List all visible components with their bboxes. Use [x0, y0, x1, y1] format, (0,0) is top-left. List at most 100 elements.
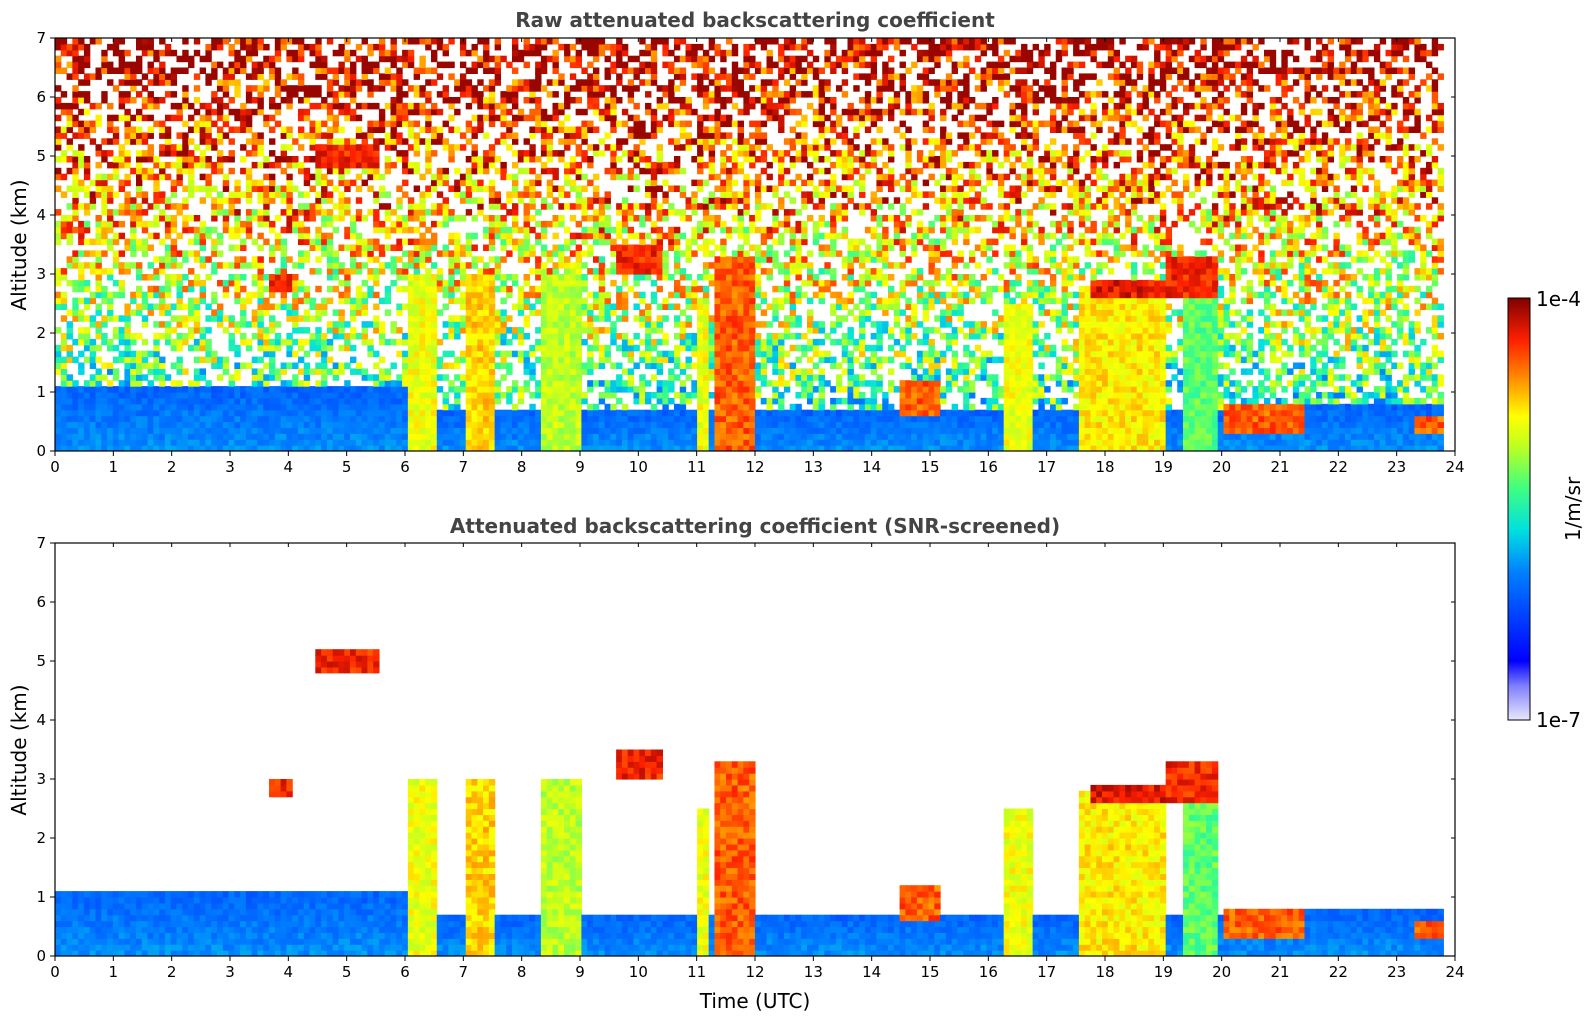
heatmap-cell — [581, 309, 588, 316]
heatmap-cell — [344, 392, 351, 399]
heatmap-cell — [390, 338, 397, 346]
heatmap-cell — [448, 126, 455, 133]
heatmap-cell — [188, 268, 195, 275]
heatmap-cell — [205, 439, 212, 446]
heatmap-cell — [483, 321, 490, 328]
heatmap-cell — [60, 386, 68, 393]
heatmap-cell — [159, 67, 166, 74]
heatmap-cell — [488, 403, 496, 411]
heatmap-cell — [691, 232, 698, 240]
heatmap-cell — [141, 415, 149, 423]
heatmap-cell — [425, 279, 432, 287]
heatmap-cell — [153, 179, 160, 187]
heatmap-cell — [598, 274, 606, 281]
heatmap-cell — [66, 185, 73, 192]
heatmap-cell — [564, 274, 571, 281]
heatmap-cell — [483, 327, 490, 334]
heatmap-cell — [193, 403, 201, 411]
heatmap-cell — [66, 279, 73, 287]
heatmap-cell — [205, 79, 212, 86]
heatmap-cell — [297, 167, 305, 175]
heatmap-cell — [263, 338, 270, 346]
heatmap-cell — [118, 403, 126, 411]
heatmap-cell — [234, 108, 241, 116]
heatmap-cell — [639, 415, 646, 423]
heatmap-cell — [558, 315, 565, 322]
heatmap-cell — [564, 238, 571, 246]
heatmap-cell — [153, 350, 160, 358]
heatmap-cell — [436, 274, 444, 281]
heatmap-cell — [326, 85, 334, 92]
heatmap-cell — [245, 215, 253, 222]
heatmap-cell — [222, 38, 230, 45]
heatmap-cell — [78, 126, 85, 133]
heatmap-cell — [673, 108, 681, 116]
heatmap-cell — [402, 250, 409, 257]
heatmap-cell — [257, 409, 264, 417]
heatmap-cell — [338, 344, 345, 352]
heatmap-cell — [592, 315, 600, 322]
heatmap-cell — [587, 120, 594, 128]
heatmap-cell — [367, 91, 374, 98]
heatmap-cell — [274, 232, 282, 240]
heatmap-cell — [332, 274, 340, 281]
heatmap-cell — [135, 333, 143, 340]
heatmap-cell — [332, 185, 340, 192]
heatmap-cell — [494, 392, 502, 399]
heatmap-cell — [72, 250, 79, 257]
heatmap-cell — [517, 167, 525, 175]
heatmap-cell — [384, 433, 392, 440]
heatmap-cell — [407, 403, 415, 411]
heatmap-cell — [477, 333, 484, 340]
heatmap-cell — [673, 285, 681, 293]
heatmap-cell — [211, 362, 218, 369]
heatmap-cell — [673, 238, 681, 246]
heatmap-cell — [546, 179, 554, 187]
heatmap-cell — [587, 197, 594, 204]
heatmap-cell — [419, 315, 426, 322]
heatmap-cell — [610, 380, 617, 387]
heatmap-cell — [367, 321, 374, 328]
heatmap-cell — [245, 262, 253, 269]
heatmap-cell — [477, 445, 484, 451]
heatmap-cell — [616, 256, 623, 263]
heatmap-cell — [95, 321, 102, 328]
heatmap-cell — [344, 179, 351, 187]
heatmap-cell — [280, 79, 287, 86]
heatmap-cell — [558, 333, 565, 340]
heatmap-cell — [147, 220, 154, 228]
heatmap-cell — [691, 55, 698, 63]
heatmap-cell — [378, 262, 386, 269]
heatmap-cell — [668, 427, 675, 434]
heatmap-cell — [95, 285, 102, 293]
heatmap-cell — [164, 232, 172, 240]
heatmap-cell — [396, 380, 403, 387]
heatmap-cell — [679, 209, 687, 216]
heatmap-cell — [344, 362, 351, 369]
heatmap-cell — [569, 445, 577, 451]
heatmap-cell — [419, 397, 426, 405]
heatmap-cell — [297, 368, 305, 375]
heatmap-cell — [645, 392, 652, 399]
heatmap-cell — [679, 185, 687, 192]
heatmap-cell — [616, 439, 623, 446]
heatmap-cell — [673, 244, 681, 251]
heatmap-cell — [95, 220, 102, 228]
heatmap-cell — [176, 321, 183, 328]
heatmap-cell — [592, 108, 600, 116]
heatmap-cell — [101, 433, 108, 440]
heatmap-cell — [147, 421, 154, 428]
heatmap-cell — [130, 338, 137, 346]
heatmap-cell — [448, 144, 455, 151]
heatmap-area — [55, 38, 1444, 451]
heatmap-cell — [205, 102, 212, 110]
heatmap-cell — [656, 126, 663, 133]
heatmap-cell — [216, 433, 224, 440]
heatmap-cell — [697, 315, 704, 322]
heatmap-cell — [384, 203, 392, 210]
heatmap-cell — [517, 439, 525, 446]
heatmap-cell — [164, 244, 172, 251]
heatmap-cell — [407, 285, 415, 293]
heatmap-cell — [407, 344, 415, 352]
heatmap-cell — [228, 108, 235, 116]
